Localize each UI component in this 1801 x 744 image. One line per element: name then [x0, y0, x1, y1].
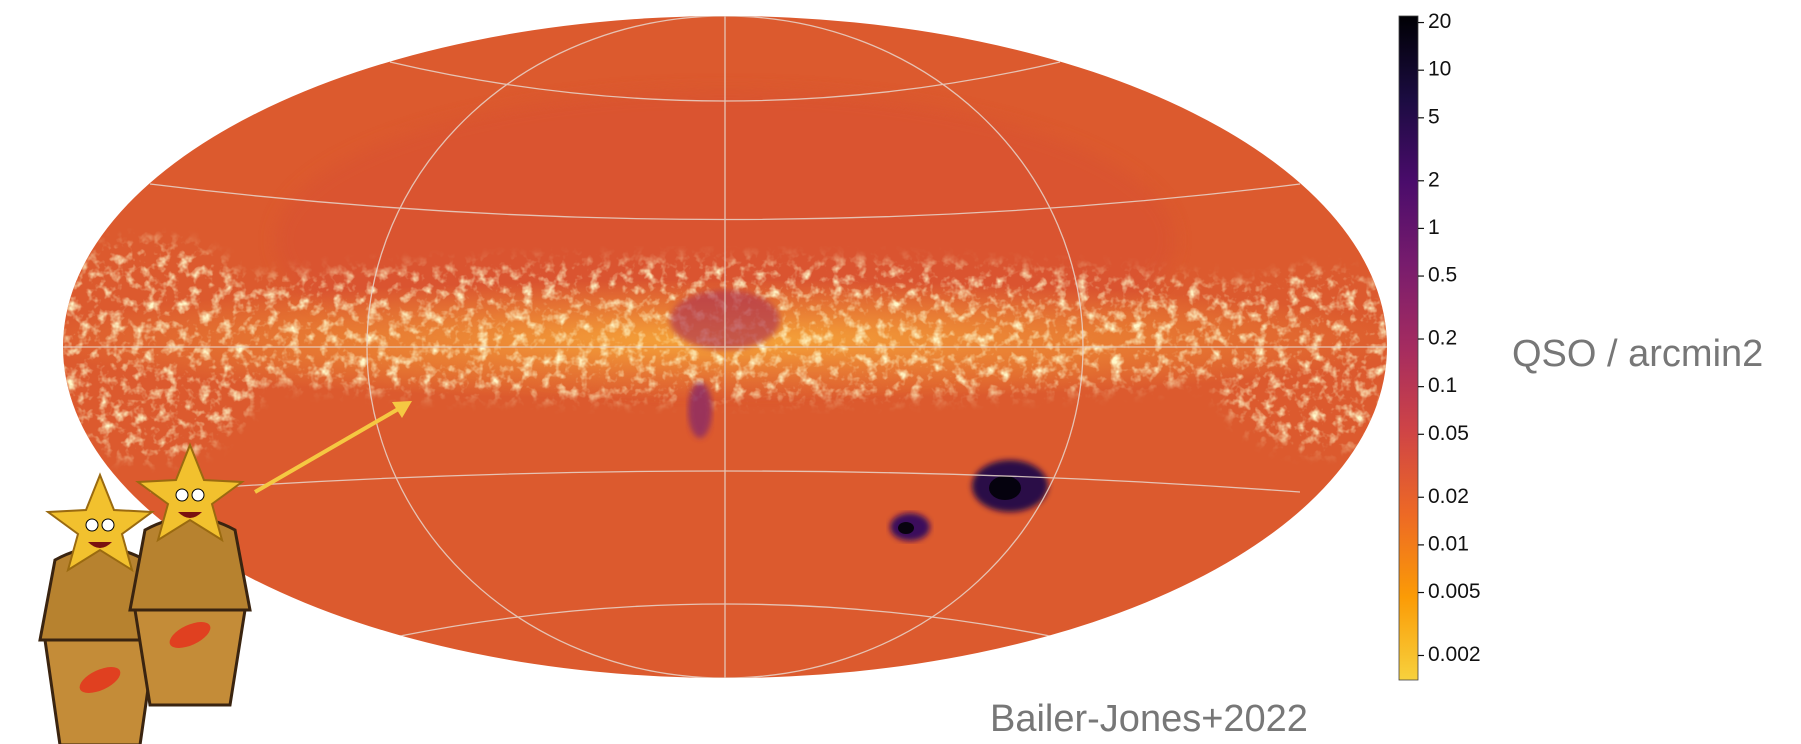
colorbar-tick-label: 2 [1428, 168, 1440, 191]
colorbar [1399, 16, 1418, 680]
colorbar-tick-label: 0.1 [1428, 374, 1457, 397]
colorbar-tick-label: 0.005 [1428, 580, 1481, 603]
chart: QSO / arcmin2 Bailer-Jones+2022 0.002 0.0… [0, 0, 1801, 744]
colorbar-tick-label: 20 [1428, 10, 1451, 33]
credit: Bailer-Jones+2022 [990, 698, 1308, 740]
colorbar-tick-label: 0.2 [1428, 327, 1457, 350]
colorbar-tick-label: 0.002 [1428, 643, 1481, 666]
colorbar-tick-label: 0.5 [1428, 264, 1457, 287]
colorbar-tick-label: 0.05 [1428, 422, 1469, 445]
colorbar-tick-label: 1 [1428, 216, 1440, 239]
colorbar-tick-label: 0.02 [1428, 485, 1469, 508]
colorbar-label: QSO / arcmin2 [1512, 333, 1763, 375]
colorbar-tick-label: 0.01 [1428, 532, 1469, 555]
colorbar-tick-label: 5 [1428, 105, 1440, 128]
colorbar-tick-label: 10 [1428, 58, 1451, 81]
page: {"chart_data": {"type": "heatmap", "colo… [0, 0, 1801, 744]
